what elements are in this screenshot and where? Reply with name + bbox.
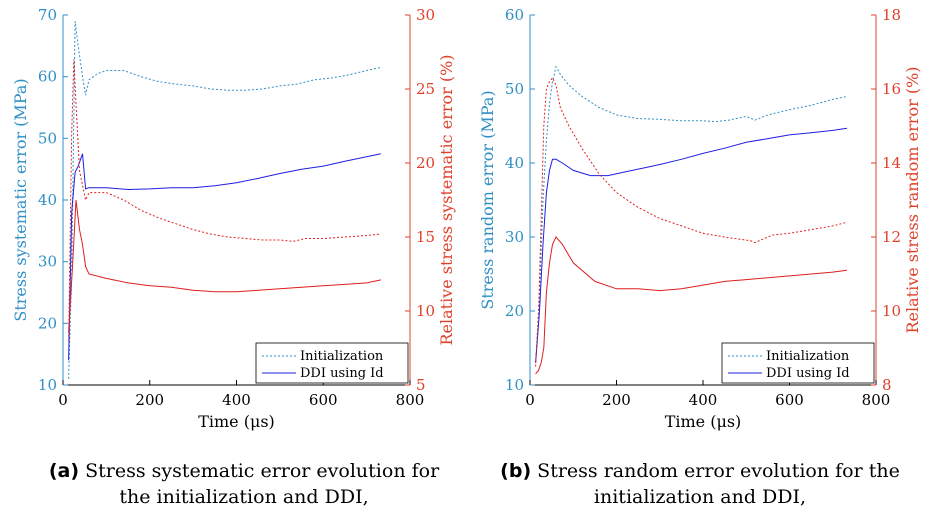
left-tick-label-b: 30	[505, 228, 524, 246]
left-tick-label-a: 20	[38, 314, 57, 332]
right-tick-label-b: 12	[882, 228, 901, 246]
x-tick-label-a: 800	[396, 391, 425, 409]
caption-a-line1: Stress systematic error evolution for	[85, 460, 440, 482]
left-tick-label-b: 10	[505, 376, 524, 394]
caption-a: (a) Stress systematic error evolution fo…	[24, 458, 464, 510]
caption-b-tag: (b)	[500, 460, 532, 482]
chart-panel-a: 0 200 400 600 800 10 20 30 40 50 60 70 5 10 15 20 25 30 Ti…	[11, 6, 456, 431]
left-tick-label-b: 50	[505, 80, 524, 98]
caption-a-line2: the initialization and DDI,	[119, 486, 369, 508]
left-tick-label-b: 40	[505, 154, 524, 172]
caption-b: (b) Stress random error evolution for th…	[480, 458, 920, 510]
x-tick-label-a: 400	[222, 391, 251, 409]
right-tick-label-b: 10	[882, 302, 901, 320]
right-tick-label-a: 5	[416, 376, 426, 394]
legend-label-b-0: Initialization	[766, 349, 850, 364]
series-line-b-1	[535, 127, 848, 363]
right-axis-label-b: Relative stress random error (%)	[903, 66, 922, 333]
left-tick-label-a: 70	[38, 6, 57, 24]
series-line-a-2	[68, 59, 381, 341]
caption-b-line2: initialization and DDI,	[593, 486, 807, 508]
left-tick-label-a: 40	[38, 191, 57, 209]
right-tick-label-b: 16	[882, 80, 901, 98]
left-tick-label-a: 60	[38, 68, 57, 86]
series-line-a-1	[68, 153, 382, 361]
x-tick-label-a: 600	[309, 391, 338, 409]
right-tick-label-b: 8	[882, 376, 892, 394]
legend-a: Initialization DDI using Id	[255, 342, 409, 384]
left-tick-label-a: 30	[38, 253, 57, 271]
legend-box-a	[255, 342, 409, 384]
left-tick-label-b: 60	[505, 6, 524, 24]
x-tick-label-a: 0	[58, 391, 68, 409]
chart-panel-b: 0 200 400 600 800 10 20 30 40 50 60 8 10 12 14 16 18 Time…	[478, 6, 922, 431]
legend-label-b-1: DDI using Id	[766, 366, 850, 381]
left-axis-label-b: Stress random error (MPa)	[478, 90, 497, 309]
legend-b: Initialization DDI using Id	[721, 342, 875, 384]
right-axis-label-a: Relative stress systematic error (%)	[437, 54, 456, 345]
x-axis-label-a: Time (μs)	[198, 412, 275, 431]
caption-b-line1: Stress random error evolution for the	[537, 460, 900, 482]
x-tick-label-b: 800	[862, 391, 891, 409]
series-line-a-0	[68, 21, 382, 379]
legend-label-a-1: DDI using Id	[300, 366, 384, 381]
left-tick-label-a: 10	[38, 376, 57, 394]
caption-a-tag: (a)	[48, 460, 80, 482]
left-tick-label-b: 20	[505, 302, 524, 320]
legend-label-a-0: Initialization	[300, 349, 384, 364]
right-tick-label-a: 10	[416, 302, 435, 320]
right-tick-label-b: 18	[882, 6, 901, 24]
legend-box-b	[721, 342, 875, 384]
x-tick-label-b: 600	[775, 391, 804, 409]
x-tick-label-a: 200	[135, 391, 164, 409]
x-tick-label-b: 200	[602, 391, 631, 409]
x-axis-label-b: Time (μs)	[665, 412, 742, 431]
series-line-b-3	[535, 236, 848, 375]
right-tick-label-a: 20	[416, 154, 435, 172]
right-tick-label-a: 15	[416, 228, 435, 246]
series-line-a-3	[68, 199, 382, 334]
left-axis-label-a: Stress systematic error (MPa)	[11, 78, 30, 321]
right-tick-label-a: 25	[416, 80, 435, 98]
right-tick-label-a: 30	[416, 6, 435, 24]
left-tick-label-a: 50	[38, 129, 57, 147]
x-tick-label-b: 0	[525, 391, 535, 409]
x-tick-label-b: 400	[689, 391, 718, 409]
right-tick-label-b: 14	[882, 154, 901, 172]
series-line-b-0	[535, 65, 848, 363]
series-line-b-2	[535, 76, 848, 367]
